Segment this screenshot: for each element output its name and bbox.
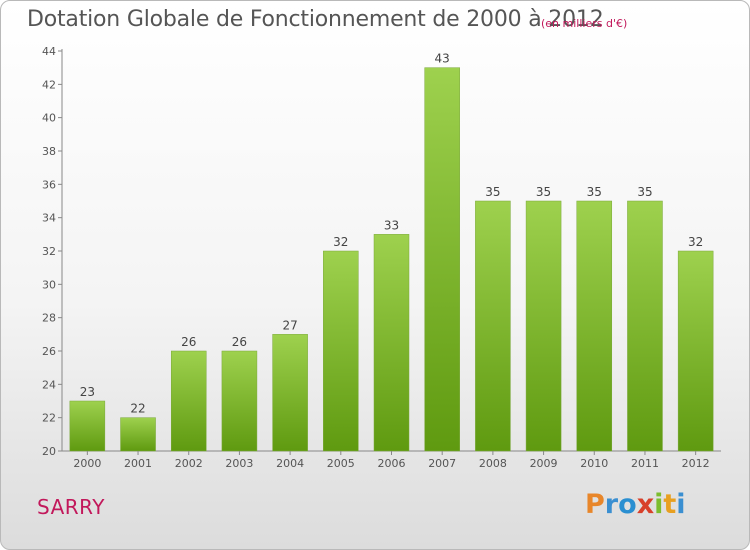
value-label: 35 xyxy=(485,185,500,199)
bar-2008 xyxy=(475,200,511,452)
proxiti-logo: Proxiti xyxy=(585,489,686,520)
value-label: 33 xyxy=(384,218,399,232)
y-tick-label: 34 xyxy=(42,212,56,225)
bar-2006 xyxy=(373,234,410,452)
value-label: 32 xyxy=(688,235,703,249)
logo-letter: r xyxy=(604,489,619,520)
value-label: 35 xyxy=(536,185,551,199)
x-tick-label: 2008 xyxy=(479,457,507,470)
chart-title: Dotation Globale de Fonctionnement de 20… xyxy=(27,7,604,32)
x-tick-label: 2012 xyxy=(682,457,710,470)
value-label: 32 xyxy=(333,235,348,249)
x-tick-label: 2000 xyxy=(73,457,101,470)
x-tick-label: 2001 xyxy=(124,457,152,470)
y-tick-label: 26 xyxy=(42,345,56,358)
bar-2000 xyxy=(69,400,106,452)
y-tick-label: 30 xyxy=(42,278,56,291)
y-tick-label: 38 xyxy=(42,145,56,158)
bar-2010 xyxy=(576,200,613,452)
logo-letter: P xyxy=(585,489,605,520)
bar-2012 xyxy=(677,250,714,452)
value-label: 35 xyxy=(637,185,652,199)
value-label: 27 xyxy=(282,318,297,332)
y-tick-label: 20 xyxy=(42,445,56,458)
bar-2004 xyxy=(272,334,308,452)
bar-2001 xyxy=(120,417,156,452)
logo-letter: t xyxy=(663,489,677,520)
value-label: 43 xyxy=(435,52,450,66)
bar-2009 xyxy=(525,200,562,452)
x-tick-label: 2006 xyxy=(378,457,406,470)
chart-subtitle: (en milliers d'€) xyxy=(541,17,628,30)
value-label: 35 xyxy=(587,185,602,199)
x-tick-label: 2005 xyxy=(327,457,355,470)
x-tick-label: 2007 xyxy=(428,457,456,470)
bar-2011 xyxy=(627,200,663,452)
y-tick-label: 22 xyxy=(42,412,56,425)
x-tick-label: 2010 xyxy=(580,457,608,470)
bar-2002 xyxy=(170,350,207,452)
commune-name: SARRY xyxy=(37,495,105,519)
logo-letter: o xyxy=(618,489,637,520)
y-tick-label: 32 xyxy=(42,245,56,258)
bar-2003 xyxy=(221,350,258,452)
value-label: 23 xyxy=(80,385,95,399)
y-tick-label: 24 xyxy=(42,378,56,391)
y-tick-label: 36 xyxy=(42,178,56,191)
logo-letter: i xyxy=(654,489,664,520)
x-tick-label: 2002 xyxy=(175,457,203,470)
y-tick-label: 44 xyxy=(42,45,56,58)
y-tick-label: 28 xyxy=(42,312,56,325)
value-label: 26 xyxy=(181,335,196,349)
logo-letter: i xyxy=(676,489,686,520)
x-tick-label: 2009 xyxy=(530,457,558,470)
logo-letter: x xyxy=(636,489,655,520)
bar-2005 xyxy=(323,250,359,452)
x-tick-label: 2003 xyxy=(225,457,253,470)
value-label: 26 xyxy=(232,335,247,349)
y-tick-label: 42 xyxy=(42,78,56,91)
x-tick-label: 2004 xyxy=(276,457,304,470)
x-tick-label: 2011 xyxy=(631,457,659,470)
y-tick-label: 40 xyxy=(42,112,56,125)
bar-2007 xyxy=(424,67,460,452)
value-label: 22 xyxy=(130,402,145,416)
